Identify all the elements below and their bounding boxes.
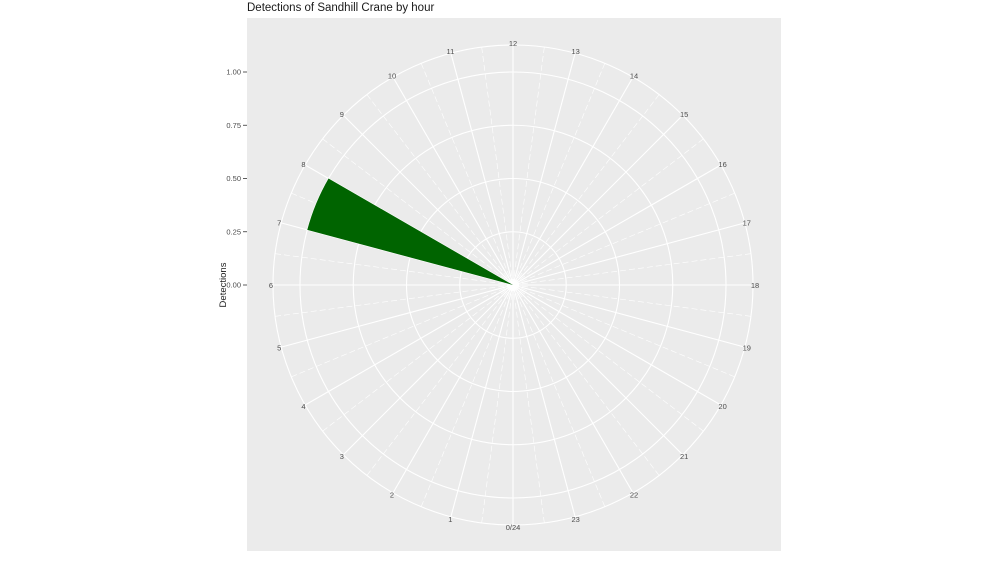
grid-spoke-minor: [366, 284, 514, 476]
grid-spoke-minor: [481, 47, 514, 286]
y-tick-label: 0.25: [226, 227, 241, 236]
theta-tick-label: 4: [301, 402, 305, 411]
theta-tick-label: 3: [340, 452, 344, 461]
grid-spoke-minor: [291, 284, 514, 378]
grid-spoke-minor: [512, 94, 660, 286]
grid-spoke-minor: [366, 94, 514, 286]
grid-spoke-minor: [275, 253, 514, 286]
grid-spoke-major: [450, 284, 514, 517]
theta-tick-label: 8: [301, 160, 305, 169]
theta-tick-label: 20: [718, 402, 726, 411]
grid-spoke-minor: [512, 253, 751, 286]
grid-spoke-minor: [322, 138, 514, 286]
theta-tick-label: 14: [630, 71, 638, 80]
theta-tick-label: 23: [571, 515, 579, 524]
theta-tick-label: 2: [390, 491, 394, 500]
theta-tick-label: 0/24: [506, 523, 521, 532]
grid-spoke-major: [342, 114, 514, 286]
theta-tick-label: 19: [743, 344, 751, 353]
grid-spoke-major: [392, 284, 514, 494]
grid-spoke-major: [512, 284, 576, 517]
theta-tick-label: 16: [718, 160, 726, 169]
y-tick-label: 1.00: [226, 68, 241, 77]
grid-spoke-minor: [512, 284, 735, 378]
bar-hour-7: [307, 178, 513, 285]
grid-spoke-minor: [512, 138, 704, 286]
y-axis-label: Detections: [218, 262, 229, 307]
grid-spoke-minor: [420, 63, 514, 286]
theta-tick-label: 1: [448, 515, 452, 524]
grid-spoke-minor: [420, 284, 514, 507]
grid-spoke-major: [392, 76, 514, 286]
theta-tick-label: 5: [277, 344, 281, 353]
theta-tick-label: 21: [680, 452, 688, 461]
chart-title: Detections of Sandhill Crane by hour: [247, 2, 435, 14]
y-tick-label: 0.50: [226, 174, 241, 183]
grid-spoke-minor: [512, 47, 545, 286]
theta-tick-label: 7: [277, 218, 281, 227]
theta-tick-label: 13: [571, 47, 579, 56]
grid-spoke-minor: [481, 284, 514, 523]
theta-tick-label: 6: [269, 281, 273, 290]
grid-spoke-minor: [512, 284, 704, 432]
theta-tick-label: 17: [743, 218, 751, 227]
theta-tick-label: 22: [630, 491, 638, 500]
grid-spoke-minor: [512, 284, 751, 317]
grid-spoke-minor: [512, 192, 735, 286]
grid-spoke-major: [512, 284, 634, 494]
theta-tick-label: 18: [751, 281, 759, 290]
theta-tick-label: 12: [509, 39, 517, 48]
grid-spoke-major: [342, 284, 514, 456]
grid-spoke-major: [512, 284, 722, 406]
theta-tick-label: 10: [388, 71, 396, 80]
grid-spoke-major: [512, 164, 722, 286]
grid-spoke-minor: [322, 284, 514, 432]
theta-tick-label: 11: [446, 47, 454, 56]
grid-spoke-minor: [275, 284, 514, 317]
grid-spoke-major: [512, 284, 684, 456]
grid-spoke-major: [512, 76, 634, 286]
grid-spoke-minor: [512, 284, 660, 476]
grid-spoke-major: [512, 114, 684, 286]
grid-spoke-major: [281, 222, 514, 286]
theta-tick-label: 9: [340, 110, 344, 119]
y-tick-label: 0.00: [226, 281, 241, 290]
grid-spoke-major: [512, 222, 745, 286]
theta-tick-label: 15: [680, 110, 688, 119]
grid-spoke-minor: [512, 63, 606, 286]
grid-spoke-major: [512, 53, 576, 286]
grid-spoke-major: [512, 284, 745, 348]
grid-spoke-major: [450, 53, 514, 286]
grid-spoke-major: [281, 284, 514, 348]
grid-spoke-major: [304, 284, 514, 406]
y-tick-label: 0.75: [226, 121, 241, 130]
grid-spoke-minor: [512, 284, 545, 523]
grid-spoke-minor: [512, 284, 606, 507]
